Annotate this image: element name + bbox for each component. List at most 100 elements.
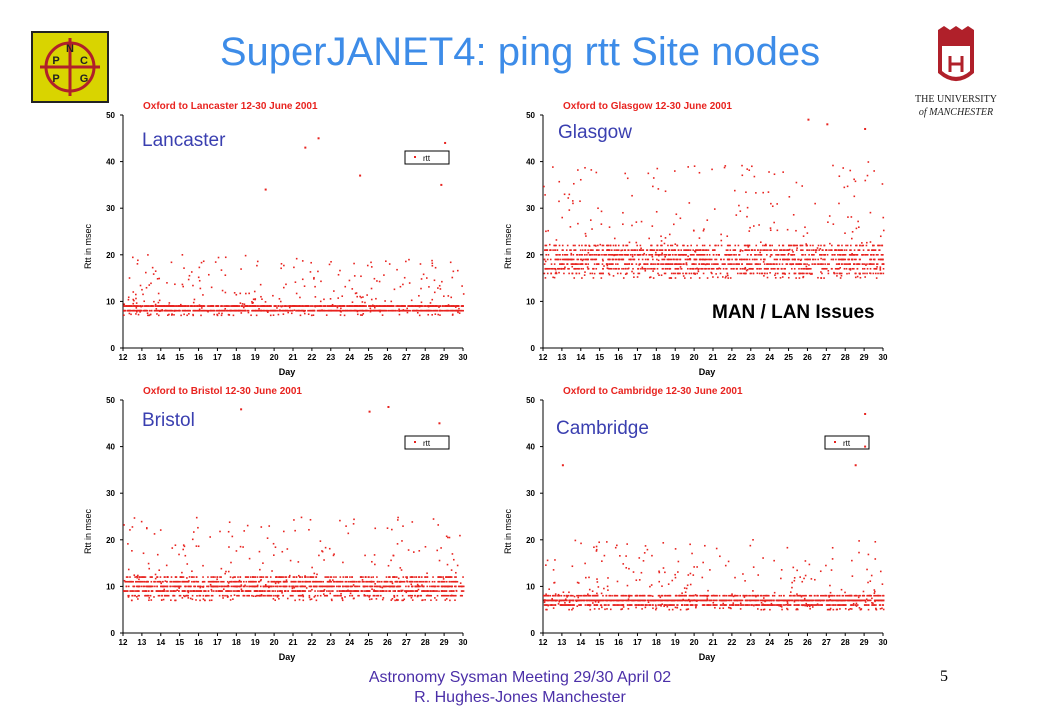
rtt-point — [295, 257, 298, 260]
rtt-point — [211, 305, 214, 307]
rtt-point — [385, 576, 388, 578]
rtt-point — [593, 263, 596, 265]
rtt-point — [557, 267, 560, 270]
rtt-point — [240, 312, 243, 314]
rtt-point — [577, 258, 580, 261]
rtt-point — [445, 590, 447, 592]
rtt-point — [341, 295, 344, 297]
rtt-point — [266, 305, 268, 307]
rtt-point — [800, 267, 803, 270]
rtt-point — [327, 580, 330, 583]
rtt-point — [767, 263, 769, 265]
rtt-point — [145, 305, 147, 307]
rtt-point — [326, 590, 328, 592]
rtt-point — [807, 249, 809, 251]
rtt-point — [185, 580, 188, 583]
rtt-point — [587, 258, 589, 261]
rtt-point — [759, 249, 762, 251]
y-tick-label: 20 — [106, 536, 115, 545]
rtt-point — [295, 305, 297, 307]
rtt-point — [451, 580, 454, 583]
rtt-point — [297, 580, 300, 583]
rtt-point — [167, 309, 169, 312]
rtt-point — [266, 576, 269, 578]
rtt-point — [459, 309, 462, 312]
rtt-point — [347, 309, 349, 312]
rtt-point — [595, 258, 598, 261]
rtt-point — [179, 576, 182, 578]
rtt-point — [581, 263, 584, 265]
rtt-point — [776, 258, 779, 261]
rtt-point — [807, 258, 810, 261]
rtt-point — [702, 249, 705, 251]
rtt-point — [141, 576, 144, 578]
rtt-point — [405, 260, 407, 263]
rtt-point — [769, 272, 771, 274]
rtt-point — [289, 594, 292, 597]
rtt-point — [247, 590, 250, 592]
x-tick-label: 21 — [709, 353, 718, 362]
rtt-point — [828, 263, 830, 265]
rtt-point — [817, 258, 819, 261]
rtt-point — [430, 594, 433, 597]
rtt-point — [745, 249, 747, 251]
rtt-point — [462, 576, 464, 578]
rtt-point — [820, 244, 822, 247]
rtt-point — [133, 305, 135, 307]
rtt-point — [448, 590, 451, 592]
x-tick-label: 27 — [402, 353, 411, 362]
rtt-point — [434, 313, 437, 315]
rtt-point — [634, 254, 636, 256]
rtt-point — [782, 171, 784, 173]
rtt-point — [339, 590, 342, 592]
rtt-point — [614, 254, 616, 256]
rtt-point — [652, 263, 655, 265]
rtt-point — [268, 585, 270, 588]
rtt-point — [189, 585, 192, 588]
rtt-point — [175, 576, 178, 578]
x-tick-label: 30 — [459, 353, 468, 362]
rtt-point — [284, 309, 287, 312]
rtt-point — [259, 585, 262, 588]
rtt-point — [863, 267, 866, 270]
rtt-point — [850, 216, 853, 218]
rtt-point — [586, 266, 589, 268]
rtt-point — [832, 164, 834, 167]
rtt-point — [383, 305, 386, 307]
rtt-point — [751, 249, 753, 251]
rtt-point — [412, 590, 415, 592]
rtt-point — [609, 258, 611, 261]
rtt-point — [216, 313, 218, 316]
rtt-point — [367, 309, 370, 312]
rtt-point — [361, 314, 363, 316]
rtt-point — [608, 226, 611, 228]
rtt-point — [157, 301, 160, 304]
rtt-point — [775, 258, 777, 261]
rtt-point — [709, 258, 712, 261]
rtt-point — [163, 585, 166, 588]
rtt-point — [688, 258, 690, 261]
rtt-point — [236, 594, 238, 597]
rtt-point — [760, 254, 763, 256]
rtt-point — [437, 576, 439, 578]
rtt-point — [751, 268, 754, 270]
rtt-point — [393, 288, 396, 291]
rtt-point — [168, 304, 170, 307]
rtt-point — [565, 249, 568, 251]
rtt-point — [832, 258, 834, 261]
rtt-point — [680, 249, 682, 251]
rtt-point — [763, 258, 765, 261]
rtt-point — [264, 585, 267, 588]
rtt-point — [385, 590, 388, 592]
rtt-point — [294, 590, 297, 592]
rtt-point — [747, 249, 749, 251]
rtt-point — [175, 305, 177, 307]
rtt-point — [595, 254, 598, 256]
rtt-point — [370, 266, 373, 268]
rtt-point — [170, 590, 173, 592]
rtt-point — [684, 272, 687, 275]
x-tick-label: 30 — [879, 353, 888, 362]
rtt-point — [386, 309, 388, 312]
x-tick-label: 28 — [421, 353, 430, 362]
rtt-point — [615, 254, 618, 256]
